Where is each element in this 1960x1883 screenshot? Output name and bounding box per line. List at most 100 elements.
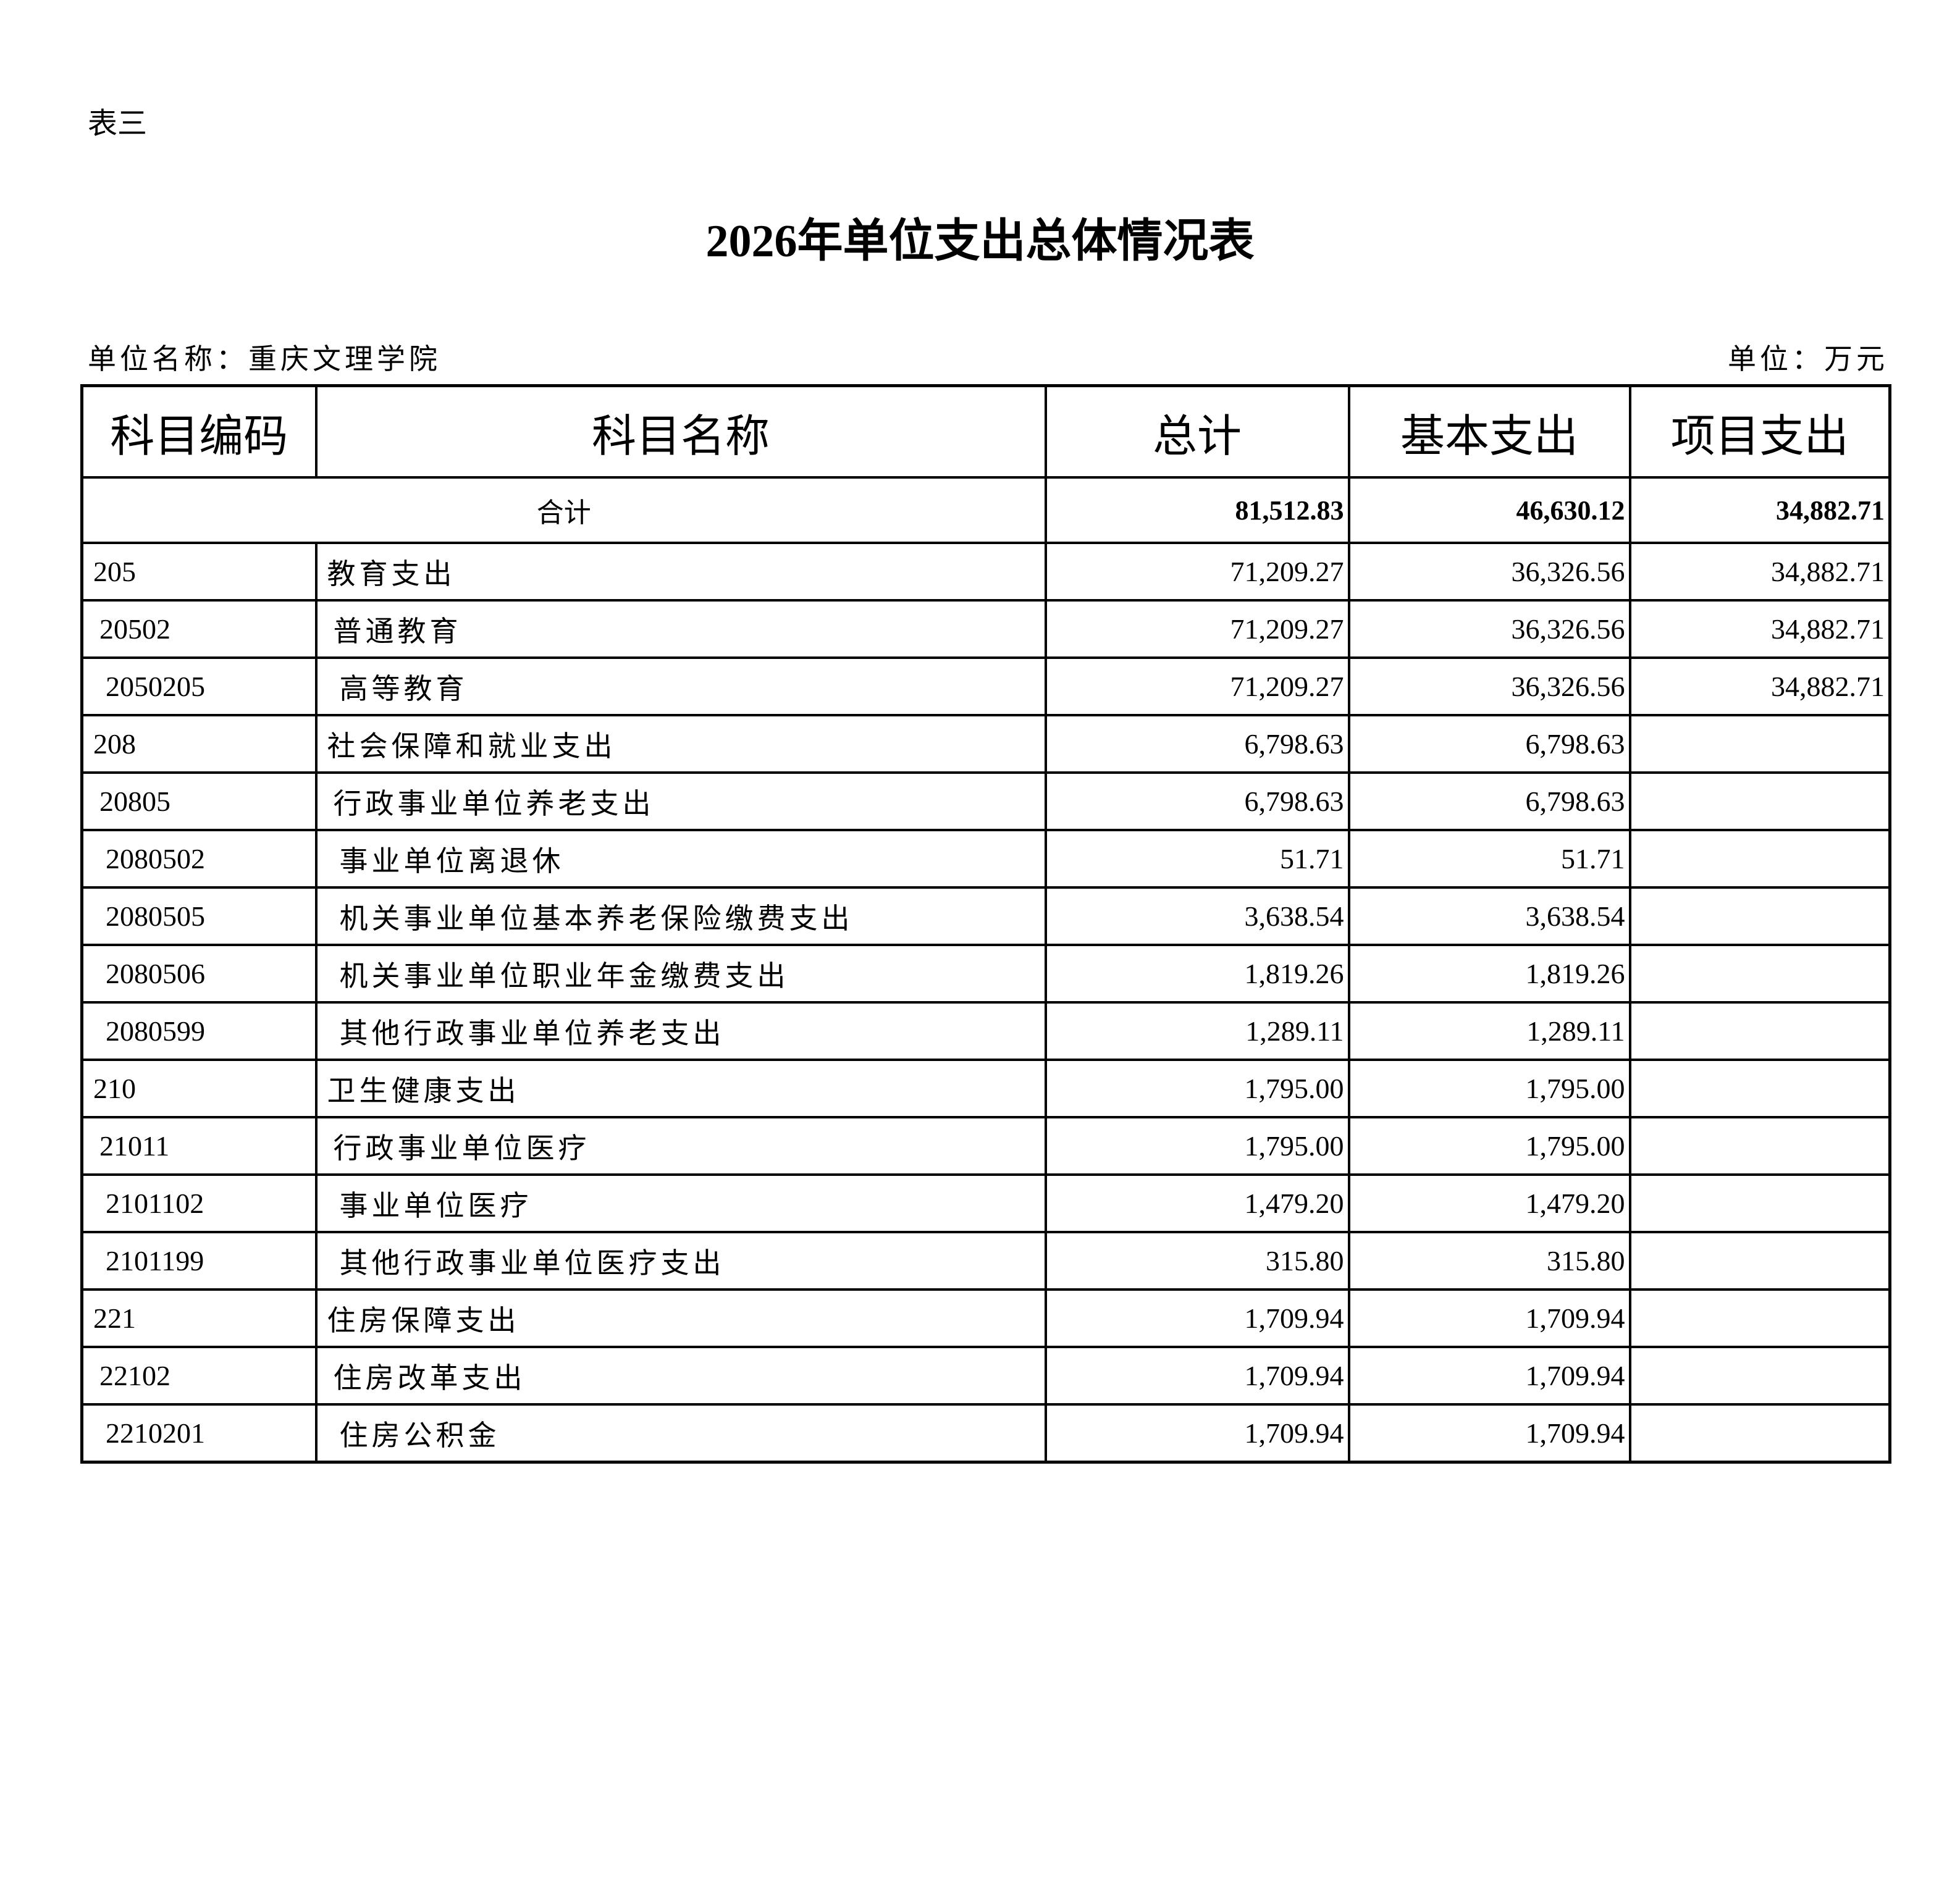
row-name: 事业单位离退休 xyxy=(314,829,1047,889)
header-code: 科目编码 xyxy=(80,384,318,479)
row-basic: 36,326.56 xyxy=(1347,656,1631,716)
row-code: 2210201 xyxy=(80,1403,318,1464)
row-code: 210 xyxy=(80,1059,318,1118)
row-name-text: 社会保障和就业支出 xyxy=(327,730,616,762)
total-label: 合计 xyxy=(80,476,1047,544)
row-basic: 1,819.26 xyxy=(1347,944,1631,1004)
row-project: 34,882.71 xyxy=(1628,656,1891,716)
row-code: 2101199 xyxy=(80,1231,318,1291)
row-code: 22102 xyxy=(80,1346,318,1406)
table-number: 表三 xyxy=(88,106,148,141)
row-name-text: 事业单位医疗 xyxy=(339,1189,532,1222)
row-name: 其他行政事业单位医疗支出 xyxy=(314,1231,1047,1291)
header-name: 科目名称 xyxy=(314,384,1047,479)
row-name: 卫生健康支出 xyxy=(314,1059,1047,1118)
row-basic: 315.80 xyxy=(1347,1231,1631,1291)
row-total: 1,819.26 xyxy=(1044,944,1350,1004)
table-row: 2050205 高等教育 71,209.27 36,326.56 34,882.71 xyxy=(80,656,1891,716)
row-code: 20502 xyxy=(80,599,318,659)
row-basic: 36,326.56 xyxy=(1347,599,1631,659)
row-project xyxy=(1628,886,1891,946)
row-name: 机关事业单位职业年金缴费支出 xyxy=(314,944,1047,1004)
total-total: 81,512.83 xyxy=(1044,476,1350,544)
row-name-text: 其他行政事业单位养老支出 xyxy=(339,1017,725,1049)
row-name-text: 住房保障支出 xyxy=(327,1304,520,1336)
currency-unit: 单位：万元 xyxy=(1728,343,1888,375)
total-basic: 46,630.12 xyxy=(1347,476,1631,544)
row-code-text: 2080505 xyxy=(106,900,205,932)
row-project: 34,882.71 xyxy=(1628,599,1891,659)
row-name: 住房公积金 xyxy=(314,1403,1047,1464)
row-total: 71,209.27 xyxy=(1044,656,1350,716)
row-name-text: 机关事业单位基本养老保险缴费支出 xyxy=(339,902,854,934)
row-project xyxy=(1628,771,1891,831)
row-total: 315.80 xyxy=(1044,1231,1350,1291)
row-code: 20805 xyxy=(80,771,318,831)
row-basic: 1,289.11 xyxy=(1347,1001,1631,1061)
table-row: 2080506 机关事业单位职业年金缴费支出 1,819.26 1,819.26 xyxy=(80,944,1891,1004)
row-name-text: 事业单位离退休 xyxy=(339,845,565,877)
total-row: 合计 81,512.83 46,630.12 34,882.71 xyxy=(80,476,1891,544)
row-code-text: 20502 xyxy=(99,613,170,645)
table-row: 20502 普通教育 71,209.27 36,326.56 34,882.71 xyxy=(80,599,1891,659)
table-row: 2080505 机关事业单位基本养老保险缴费支出 3,638.54 3,638.54 xyxy=(80,886,1891,946)
row-total: 51.71 xyxy=(1044,829,1350,889)
row-name: 机关事业单位基本养老保险缴费支出 xyxy=(314,886,1047,946)
row-name: 事业单位医疗 xyxy=(314,1173,1047,1233)
header-total: 总计 xyxy=(1044,384,1350,479)
row-basic: 1,479.20 xyxy=(1347,1173,1631,1233)
table-row: 208 社会保障和就业支出 6,798.63 6,798.63 xyxy=(80,714,1891,774)
header-row: 科目编码 科目名称 总计 基本支出 项目支出 xyxy=(80,384,1891,479)
row-name: 行政事业单位养老支出 xyxy=(314,771,1047,831)
row-name: 高等教育 xyxy=(314,656,1047,716)
table-row: 221 住房保障支出 1,709.94 1,709.94 xyxy=(80,1288,1891,1348)
row-name-text: 住房公积金 xyxy=(339,1419,500,1451)
row-code: 205 xyxy=(80,542,318,602)
row-name-text: 行政事业单位养老支出 xyxy=(333,787,655,820)
row-basic: 1,795.00 xyxy=(1347,1059,1631,1118)
table-row: 2210201 住房公积金 1,709.94 1,709.94 xyxy=(80,1403,1891,1464)
table-row: 20805 行政事业单位养老支出 6,798.63 6,798.63 xyxy=(80,771,1891,831)
table-row: 22102 住房改革支出 1,709.94 1,709.94 xyxy=(80,1346,1891,1406)
table-row: 2101102 事业单位医疗 1,479.20 1,479.20 xyxy=(80,1173,1891,1233)
row-name-text: 卫生健康支出 xyxy=(327,1075,520,1107)
row-project xyxy=(1628,714,1891,774)
row-code: 2080502 xyxy=(80,829,318,889)
row-project xyxy=(1628,944,1891,1004)
row-name: 住房改革支出 xyxy=(314,1346,1047,1406)
row-code-text: 2080599 xyxy=(106,1015,205,1047)
row-basic: 1,709.94 xyxy=(1347,1403,1631,1464)
row-code-text: 2080502 xyxy=(106,843,205,874)
row-code-text: 221 xyxy=(93,1302,136,1334)
row-project xyxy=(1628,1173,1891,1233)
row-code: 2101102 xyxy=(80,1173,318,1233)
row-name-text: 其他行政事业单位医疗支出 xyxy=(339,1247,725,1279)
row-name-text: 教育支出 xyxy=(327,558,456,590)
table-row: 21011 行政事业单位医疗 1,795.00 1,795.00 xyxy=(80,1116,1891,1176)
row-code-text: 20805 xyxy=(99,786,170,817)
row-code: 21011 xyxy=(80,1116,318,1176)
row-total: 1,709.94 xyxy=(1044,1288,1350,1348)
row-basic: 51.71 xyxy=(1347,829,1631,889)
row-code-text: 205 xyxy=(93,556,136,587)
row-total: 1,289.11 xyxy=(1044,1001,1350,1061)
row-basic: 1,709.94 xyxy=(1347,1346,1631,1406)
row-name: 教育支出 xyxy=(314,542,1047,602)
row-total: 1,795.00 xyxy=(1044,1059,1350,1118)
row-project xyxy=(1628,1231,1891,1291)
row-project xyxy=(1628,1001,1891,1061)
row-code-text: 2101102 xyxy=(106,1188,204,1219)
row-project xyxy=(1628,1288,1891,1348)
table-row: 205 教育支出 71,209.27 36,326.56 34,882.71 xyxy=(80,542,1891,602)
unit-name: 单位名称：重庆文理学院 xyxy=(88,343,441,375)
expenditure-table: 科目编码 科目名称 总计 基本支出 项目支出 合计 81,512.83 46,6… xyxy=(80,384,1891,1464)
row-project xyxy=(1628,1116,1891,1176)
row-total: 1,795.00 xyxy=(1044,1116,1350,1176)
row-code-text: 21011 xyxy=(99,1130,170,1162)
row-code-text: 2050205 xyxy=(106,671,205,702)
row-code: 2080506 xyxy=(80,944,318,1004)
row-project: 34,882.71 xyxy=(1628,542,1891,602)
row-code-text: 208 xyxy=(93,728,136,760)
row-total: 1,479.20 xyxy=(1044,1173,1350,1233)
header-basic: 基本支出 xyxy=(1347,384,1631,479)
